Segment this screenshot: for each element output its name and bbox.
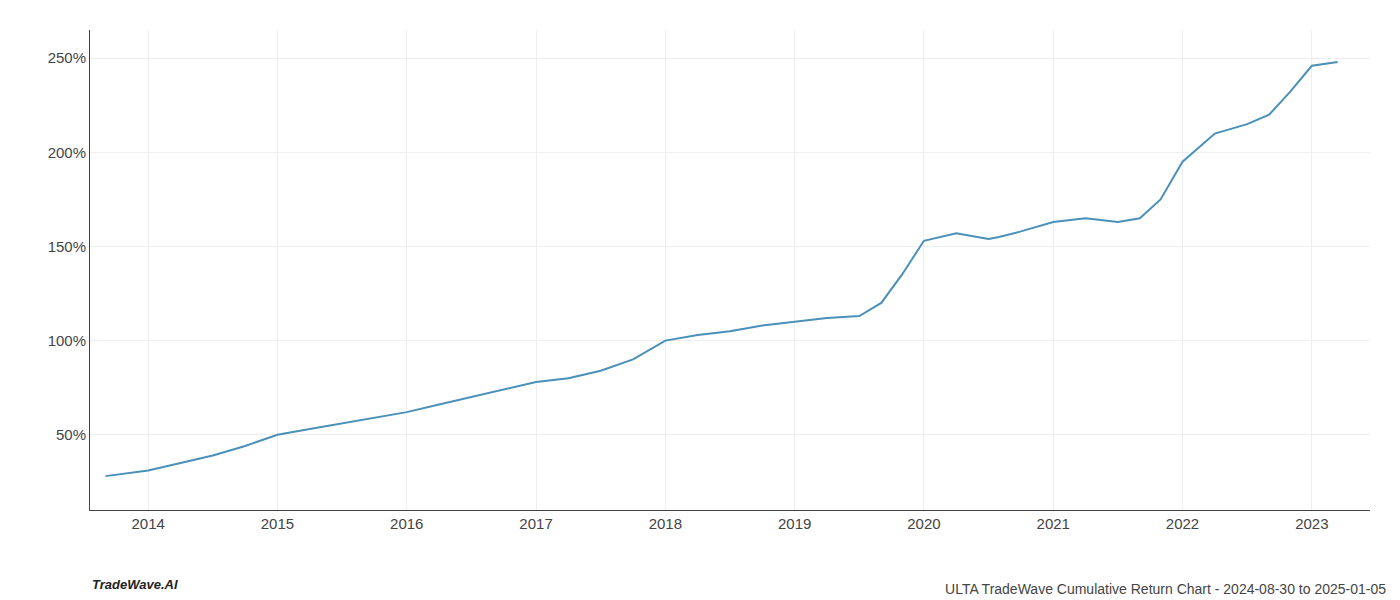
svg-text:2022: 2022 [1166,515,1199,532]
svg-text:2015: 2015 [261,515,294,532]
svg-text:2023: 2023 [1295,515,1328,532]
svg-text:2018: 2018 [649,515,682,532]
svg-text:2014: 2014 [131,515,164,532]
svg-text:TradeWave.AI: TradeWave.AI [92,577,178,592]
svg-text:2020: 2020 [907,515,940,532]
svg-text:2017: 2017 [519,515,552,532]
svg-text:ULTA TradeWave Cumulative Retu: ULTA TradeWave Cumulative Return Chart -… [945,581,1386,597]
svg-text:2021: 2021 [1037,515,1070,532]
svg-text:2016: 2016 [390,515,423,532]
svg-text:250%: 250% [48,49,86,66]
svg-text:100%: 100% [48,332,86,349]
svg-text:150%: 150% [48,238,86,255]
svg-text:200%: 200% [48,144,86,161]
svg-text:2019: 2019 [778,515,811,532]
svg-text:50%: 50% [56,426,86,443]
